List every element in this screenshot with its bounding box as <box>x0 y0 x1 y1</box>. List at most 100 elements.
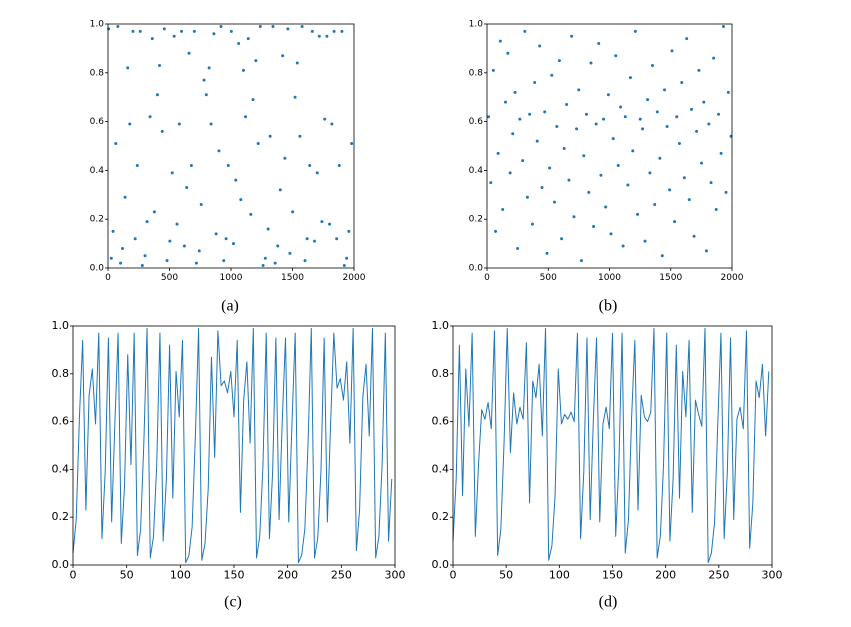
x-tick-label: 250 <box>331 569 352 582</box>
scatter-point <box>244 115 248 119</box>
y-tick-label: 0.6 <box>52 415 70 428</box>
y-tick-label: 0.4 <box>469 166 484 176</box>
scatter-point <box>192 29 196 33</box>
scatter-point <box>107 27 111 31</box>
y-tick-label: 0.8 <box>52 367 70 380</box>
scatter-point <box>555 124 559 128</box>
y-tick-label: 1.0 <box>432 319 450 332</box>
scatter-point <box>145 220 149 224</box>
x-tick-label: 50 <box>120 569 134 582</box>
scatter-point <box>182 244 186 248</box>
scatter-point <box>498 39 502 43</box>
axes-frame <box>486 23 733 269</box>
scatter-point <box>226 164 230 168</box>
scatter-point <box>254 59 258 63</box>
scatter-point <box>263 256 267 260</box>
scatter-point <box>697 68 701 72</box>
scatter-point <box>239 198 243 202</box>
scatter-point <box>570 34 574 38</box>
scatter-point <box>655 110 659 114</box>
scatter-point <box>172 34 176 38</box>
scatter-point <box>148 115 152 119</box>
y-tick-label: 0.2 <box>469 215 483 225</box>
x-tick-label: 100 <box>549 569 570 582</box>
panel-caption: (d) <box>599 594 618 611</box>
x-tick-label: 2000 <box>343 273 366 283</box>
scatter-point <box>121 246 125 250</box>
scatter-point <box>550 73 554 77</box>
scatter-point <box>150 37 154 41</box>
scatter-point <box>597 42 601 46</box>
scatter-point <box>300 24 304 28</box>
y-tick-label: 0.0 <box>52 558 70 571</box>
scatter-point <box>525 195 529 199</box>
scatter-point <box>628 76 632 80</box>
scatter-point <box>241 68 245 72</box>
scatter-point <box>170 171 174 175</box>
scatter-point <box>528 112 532 116</box>
scatter-point <box>219 24 223 28</box>
y-tick-label: 1.0 <box>90 20 105 30</box>
scatter-point <box>224 237 228 241</box>
scatter-point <box>636 212 640 216</box>
scatter-point <box>111 229 115 233</box>
scatter-point <box>128 122 132 126</box>
scatter-point <box>677 142 681 146</box>
scatter-point <box>114 142 118 146</box>
y-tick-label: 0.4 <box>90 166 105 176</box>
scatter-point <box>682 176 686 180</box>
scatter-point <box>325 34 329 38</box>
scatter-point <box>619 105 623 109</box>
scatter-point <box>577 88 581 92</box>
y-tick-label: 0.8 <box>90 68 105 78</box>
scatter-point <box>214 232 218 236</box>
scatter-point <box>503 100 507 104</box>
scatter-point <box>604 205 608 209</box>
scatter-point <box>310 29 314 33</box>
scatter-point <box>606 93 610 97</box>
x-tick-label: 1500 <box>659 273 682 283</box>
scatter-point <box>589 61 593 65</box>
scatter-point <box>687 198 691 202</box>
scatter-point <box>231 242 235 246</box>
scatter-point <box>538 44 542 48</box>
scatter-point <box>180 29 184 33</box>
scatter-point <box>328 222 332 226</box>
scatter-point <box>283 156 287 160</box>
scatter-point <box>707 122 711 126</box>
scatter-point <box>663 88 667 92</box>
scatter-point <box>271 24 275 28</box>
scatter-point <box>557 59 561 63</box>
scatter-point <box>194 261 198 265</box>
scatter-point <box>251 98 255 102</box>
scatter-point <box>582 154 586 158</box>
y-tick-label: 0.8 <box>432 367 450 380</box>
scatter-point <box>523 29 527 33</box>
scatter-point <box>545 251 549 255</box>
scatter-point <box>246 37 250 41</box>
x-tick-label: 0 <box>105 273 111 283</box>
scatter-point <box>155 93 159 97</box>
scatter-point <box>256 142 260 146</box>
scatter-point <box>160 129 164 133</box>
scatter-point <box>616 164 620 168</box>
x-tick-label: 200 <box>277 569 298 582</box>
scatter-point <box>540 185 544 189</box>
scatter-point <box>278 188 282 192</box>
scatter-point <box>209 122 213 126</box>
scatter-point <box>273 261 277 265</box>
y-tick-label: 0.0 <box>432 558 450 571</box>
axes-frame <box>107 23 355 269</box>
x-tick-label: 300 <box>762 569 783 582</box>
y-tick-label: 0.6 <box>90 117 105 127</box>
scatter-point <box>673 220 677 224</box>
scatter-point <box>162 27 166 31</box>
scatter-point <box>506 51 510 55</box>
scatter-point <box>131 29 135 33</box>
scatter-point <box>323 117 327 121</box>
scatter-point <box>152 210 156 214</box>
scatter-point <box>116 24 120 28</box>
scatter-point <box>258 24 262 28</box>
scatter-point <box>119 261 123 265</box>
